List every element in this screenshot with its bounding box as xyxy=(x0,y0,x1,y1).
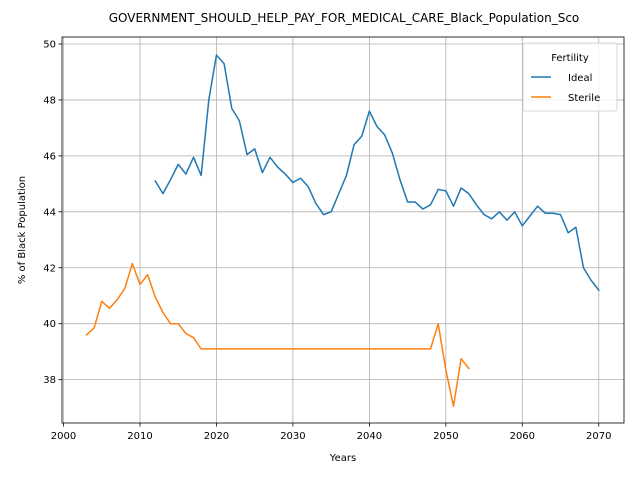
series-line-ideal xyxy=(154,54,600,292)
legend-label-sterile: Sterile xyxy=(568,93,600,104)
legend-title: Fertility xyxy=(551,53,589,64)
x-tick-label: 2010 xyxy=(127,431,152,442)
plot-area-frame xyxy=(61,36,625,424)
y-tick-label: 50 xyxy=(43,39,56,50)
y-tick-label: 48 xyxy=(43,95,56,106)
legend-label-ideal: Ideal xyxy=(568,73,592,84)
x-tick-label: 2060 xyxy=(510,431,535,442)
y-tick-label: 38 xyxy=(43,375,56,386)
chart-title: GOVERNMENT_SHOULD_HELP_PAY_FOR_MEDICAL_C… xyxy=(109,11,580,25)
x-tick-label: 2030 xyxy=(280,431,305,442)
x-axis-ticks: 2000 2010 2020 2030 2040 2050 2060 2070 xyxy=(51,423,611,442)
x-tick-label: 2020 xyxy=(204,431,229,442)
x-tick-label: 2000 xyxy=(51,431,76,442)
x-tick-label: 2070 xyxy=(586,431,611,442)
y-tick-label: 46 xyxy=(43,151,56,162)
y-tick-label: 40 xyxy=(43,319,56,330)
series-lines xyxy=(85,54,600,407)
series-line-sterile xyxy=(85,262,470,407)
y-tick-label: 42 xyxy=(43,263,56,274)
x-tick-label: 2040 xyxy=(357,431,382,442)
x-tick-label: 2050 xyxy=(433,431,458,442)
y-axis-label: % of Black Population xyxy=(17,176,28,284)
y-axis-ticks: 38 40 42 44 46 48 50 xyxy=(43,39,62,386)
legend-box xyxy=(522,42,618,112)
legend: Fertility Ideal Sterile xyxy=(522,42,618,112)
x-axis-label: Years xyxy=(329,453,356,464)
y-tick-label: 44 xyxy=(43,207,56,218)
